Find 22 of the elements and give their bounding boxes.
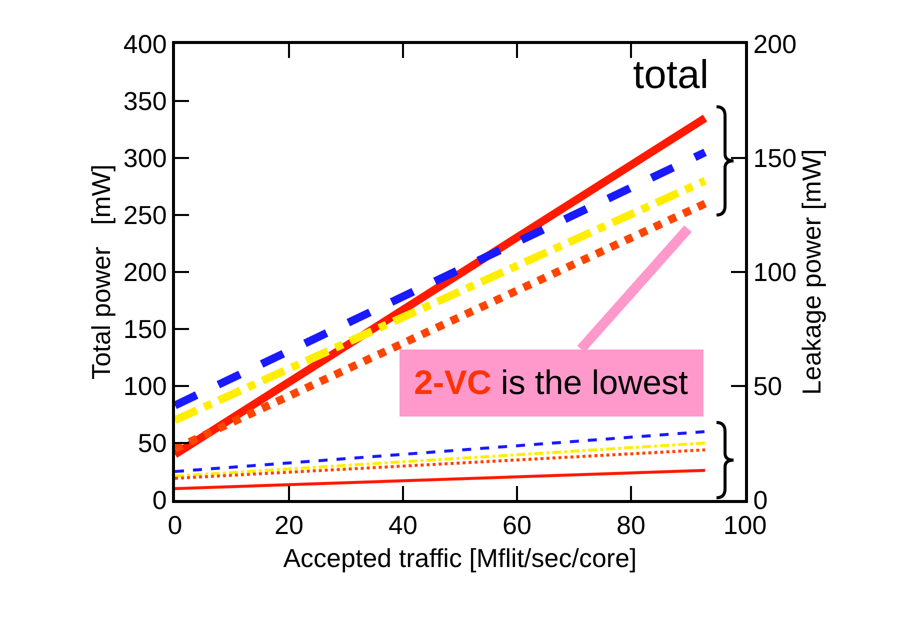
y2-tick-label: 150 (753, 143, 797, 174)
y-tick-label: 200 (123, 257, 167, 288)
annotation: total (633, 53, 709, 97)
y-tick-label: 400 (123, 29, 167, 60)
x-tick-label: 20 (274, 510, 304, 540)
y-tick-label: 50 (138, 428, 167, 458)
annotation: 2-VC is the lowest (414, 364, 689, 402)
y-tick-label: 250 (123, 200, 167, 230)
y-tick-label: 350 (123, 86, 167, 116)
x-tick-label: 60 (502, 510, 532, 540)
x-tick-label: 40 (388, 510, 418, 540)
x-axis-title: Accepted traffic [Mflit/sec/core] (283, 542, 637, 573)
x-tick-label: 80 (616, 510, 646, 540)
y2-axis-title: Leakage power [mW] (796, 149, 827, 395)
y-axis-title: Total power [mW] (86, 164, 116, 380)
y2-tick-label: 100 (753, 257, 797, 288)
y-tick-label: 300 (123, 143, 167, 174)
y2-tick-label: 50 (753, 371, 782, 402)
y-tick-label: 0 (152, 485, 167, 516)
y2-tick-label: 200 (753, 29, 797, 60)
y-tick-label: 150 (123, 314, 167, 344)
y-tick-label: 100 (123, 371, 167, 402)
